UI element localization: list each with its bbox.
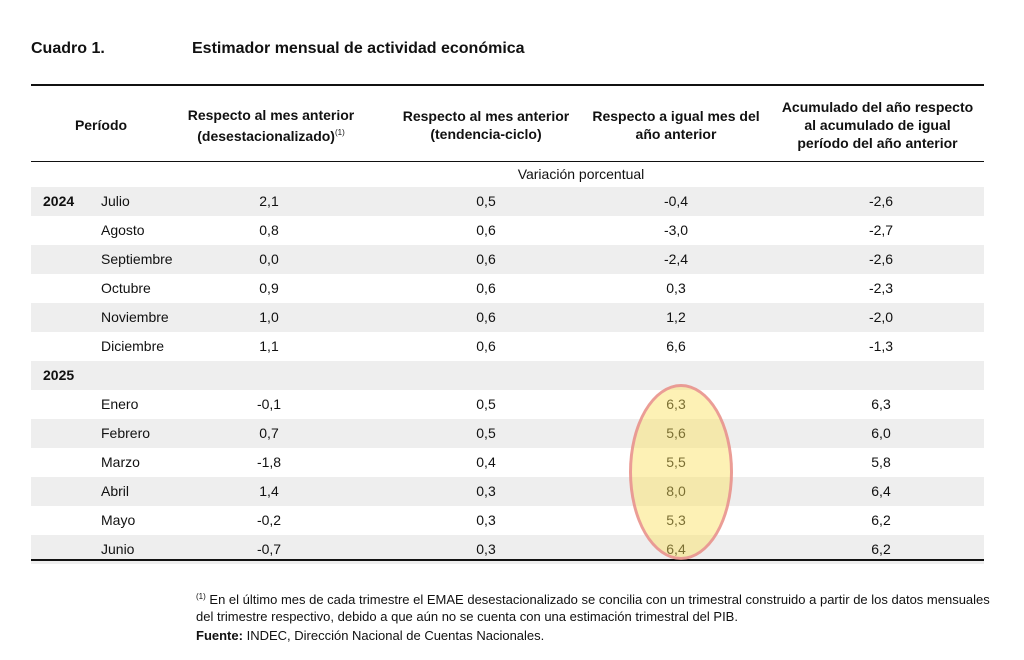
table-row: 2024 Julio 2,1 0,5 -0,4 -2,6 — [31, 187, 984, 216]
cumulative-cell: 6,2 — [871, 512, 891, 528]
month-cell: Octubre — [101, 280, 151, 296]
cumulative-cell — [801, 361, 961, 390]
mom-trend-cell: 0,3 — [476, 483, 496, 499]
mom-trend-cell — [416, 361, 556, 390]
top-rule — [31, 84, 984, 86]
month-cell: Noviembre — [101, 309, 169, 325]
col-header-cumulative: Acumulado del año respecto al acumulado … — [781, 99, 974, 151]
month-cell: Junio — [101, 541, 135, 557]
yoy-cell: -0,4 — [663, 193, 689, 209]
yoy-cell: 6,6 — [666, 338, 686, 354]
yoy-cell: 0,3 — [666, 280, 686, 296]
footnote: (1) En el último mes de cada trimestre e… — [196, 588, 996, 625]
mom-trend-cell: 0,5 — [476, 193, 496, 209]
mom-seasonal-cell: -0,7 — [256, 541, 282, 557]
yoy-cell: 5,5 — [666, 454, 686, 470]
mom-seasonal-cell: -1,8 — [256, 454, 282, 470]
table-row: Noviembre 1,0 0,6 1,2 -2,0 — [31, 303, 984, 332]
table-row: Marzo -1,8 0,4 5,5 5,8 — [31, 448, 984, 477]
yoy-cell: 6,3 — [666, 396, 686, 412]
table-row: Abril 1,4 0,3 8,0 6,4 — [31, 477, 984, 506]
year-cell: 2024 — [43, 193, 75, 209]
yoy-cell: 5,3 — [666, 512, 686, 528]
mom-trend-cell: 0,5 — [476, 396, 496, 412]
table-row: Mayo -0,2 0,3 5,3 6,2 — [31, 506, 984, 535]
source-text: INDEC, Dirección Nacional de Cuentas Nac… — [246, 628, 545, 643]
mom-trend-cell: 0,6 — [476, 222, 496, 238]
mom-seasonal-cell: 0,7 — [259, 425, 279, 441]
table-row: Enero -0,1 0,5 6,3 6,3 — [31, 390, 984, 419]
table-row: Octubre 0,9 0,6 0,3 -2,3 — [31, 274, 984, 303]
cumulative-cell: -2,6 — [868, 193, 894, 209]
yoy-cell: 5,6 — [666, 425, 686, 441]
col-header-period: Período — [74, 117, 128, 133]
table-header: Cuadro 1. Estimador mensual de actividad… — [31, 40, 984, 64]
mom-seasonal-cell: 2,1 — [259, 193, 279, 209]
table-title: Estimador mensual de actividad económica — [192, 40, 525, 57]
source-note: Fuente: INDEC, Dirección Nacional de Cue… — [196, 628, 544, 643]
mom-seasonal-cell: -0,1 — [256, 396, 282, 412]
cumulative-cell: -2,3 — [868, 280, 894, 296]
cumulative-cell: -2,0 — [868, 309, 894, 325]
month-cell: Agosto — [101, 222, 145, 238]
mom-seasonal-cell: 0,0 — [259, 251, 279, 267]
mom-seasonal-cell: 0,8 — [259, 222, 279, 238]
table-row: Diciembre 1,1 0,6 6,6 -1,3 — [31, 332, 984, 361]
footnote-marker: (1) — [196, 592, 206, 601]
footnote-ref: (1) — [334, 127, 345, 137]
col-header-yoy: Respecto a igual mes del año anterior — [592, 108, 760, 142]
yoy-cell: -3,0 — [663, 222, 689, 238]
mom-trend-cell: 0,6 — [476, 251, 496, 267]
mom-seasonal-cell: 1,1 — [259, 338, 279, 354]
month-cell: Enero — [101, 396, 139, 412]
year-cell: 2025 — [43, 367, 75, 383]
yoy-cell — [606, 361, 746, 390]
yoy-cell: -2,4 — [663, 251, 689, 267]
cumulative-cell: -2,7 — [868, 222, 894, 238]
source-label: Fuente: — [196, 628, 243, 643]
units-label: Variación porcentual — [517, 166, 645, 182]
table-number: Cuadro 1. — [31, 40, 105, 57]
cumulative-cell: 6,2 — [871, 541, 891, 557]
yoy-cell: 8,0 — [666, 483, 686, 499]
yoy-cell: 1,2 — [666, 309, 686, 325]
cumulative-cell: 5,8 — [871, 454, 891, 470]
cumulative-cell: 6,4 — [871, 483, 891, 499]
mom-seasonal-cell — [199, 361, 339, 390]
mom-seasonal-cell: 1,4 — [259, 483, 279, 499]
footnote-text: En el último mes de cada trimestre el EM… — [196, 592, 990, 624]
col-header-mom-seasonal: Respecto al mes anterior (desestacionali… — [187, 106, 355, 144]
table-row: Agosto 0,8 0,6 -3,0 -2,7 — [31, 216, 984, 245]
cumulative-cell: -1,3 — [868, 338, 894, 354]
mom-trend-cell: 0,6 — [476, 280, 496, 296]
mom-trend-cell: 0,5 — [476, 425, 496, 441]
month-cell: Septiembre — [101, 251, 173, 267]
table-row: 2025 — [31, 361, 984, 390]
mom-trend-cell: 0,6 — [476, 338, 496, 354]
month-cell: Marzo — [101, 454, 140, 470]
mom-trend-cell: 0,3 — [476, 541, 496, 557]
header-rule — [31, 161, 984, 162]
cumulative-cell: -2,6 — [868, 251, 894, 267]
mom-trend-cell: 0,6 — [476, 309, 496, 325]
cumulative-cell: 6,0 — [871, 425, 891, 441]
mom-seasonal-cell: 0,9 — [259, 280, 279, 296]
mom-seasonal-cell: -0,2 — [256, 512, 282, 528]
month-cell: Mayo — [101, 512, 136, 528]
col-header-mom-trend: Respecto al mes anterior (tendencia-cicl… — [402, 108, 570, 142]
cumulative-cell: 6,3 — [871, 396, 891, 412]
mom-trend-cell: 0,4 — [476, 454, 496, 470]
mom-trend-cell: 0,3 — [476, 512, 496, 528]
month-cell: Diciembre — [101, 338, 165, 354]
table-row: Febrero 0,7 0,5 5,6 6,0 — [31, 419, 984, 448]
mom-seasonal-cell: 1,0 — [259, 309, 279, 325]
month-cell: Julio — [101, 193, 130, 209]
table-body: 2024 Julio 2,1 0,5 -0,4 -2,6 Agosto 0,8 0,6 -3,0 -… — [31, 187, 984, 564]
month-cell: Abril — [101, 483, 130, 499]
yoy-cell: 6,4 — [666, 541, 686, 557]
month-cell: Febrero — [101, 425, 151, 441]
table-row: Septiembre 0,0 0,6 -2,4 -2,6 — [31, 245, 984, 274]
bottom-rule — [31, 559, 984, 561]
